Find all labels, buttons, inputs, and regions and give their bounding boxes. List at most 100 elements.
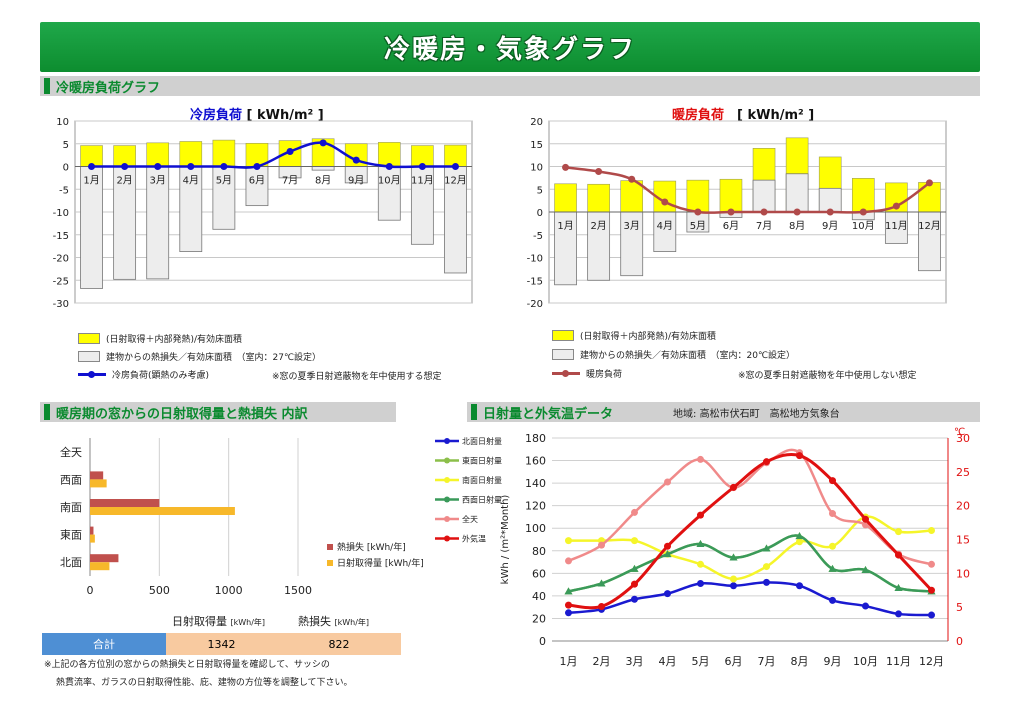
legend-label: 南面日射量 <box>462 475 502 485</box>
heating-load-point <box>727 208 735 216</box>
footnote-line-1: ※上記の各方位別の窓からの熱損失と日射取得量を確認して、サッシの <box>44 660 330 670</box>
series-point <box>829 542 836 550</box>
y-tick-label: 180 <box>525 432 546 445</box>
totals-table: 合計 1342 822 <box>42 633 401 655</box>
loss-bar <box>818 187 842 213</box>
x-tick-label: 1月 <box>560 655 578 668</box>
series-point <box>565 557 572 565</box>
section-title-load: 冷暖房負荷グラフ <box>56 80 161 96</box>
heating-unit: [ kWh/m² ] <box>737 108 815 123</box>
gain-bar <box>90 507 235 515</box>
section-header-load: 冷暖房負荷グラフ <box>40 76 980 96</box>
cooling-load-point <box>385 163 393 170</box>
legend-label: 全天 <box>462 514 478 524</box>
y-tick-label: -30 <box>53 299 69 310</box>
heating-chart: -20 -15 -10 -5 0 5 10 15 20 1月 2月 3月 4月 5月 6月 7月 8月 9月 10月… <box>527 117 947 310</box>
footnote-line-2: 熱貫流率、ガラスの日射取得性能、庇、建物の方位等を調整して下さい。 <box>56 678 353 688</box>
series-point <box>829 510 836 518</box>
y-tick-label: -25 <box>53 276 69 287</box>
y-tick-label: 10 <box>530 163 543 174</box>
cooling-load-point <box>253 163 261 170</box>
y-tick-label: 20 <box>532 612 546 625</box>
series-point <box>630 564 639 572</box>
heating-load-point <box>892 202 900 210</box>
loss-bar <box>311 166 335 171</box>
gain-bar <box>179 141 203 167</box>
y-tick-label: 0 <box>539 635 546 648</box>
series-point <box>928 586 935 594</box>
loss-bar <box>90 471 104 480</box>
heating-legend-line: 暖房負荷 <box>552 367 622 380</box>
heating-load-point <box>859 208 867 216</box>
legend-label: 北面日射量 <box>462 436 502 446</box>
x-tick-label: 3月 <box>626 655 644 668</box>
x-tick-label: 8月 <box>315 175 331 187</box>
gain-bar <box>719 178 743 213</box>
heating-legend-gain-label: (日射取得＋内部発熱)/有効床面積 <box>580 332 717 342</box>
loss-bar <box>90 554 119 563</box>
category-label: 全天 <box>60 445 82 459</box>
y-tick-label: 20 <box>530 117 543 128</box>
y2-tick-label: 0 <box>956 635 963 648</box>
legend-marker <box>444 457 450 464</box>
loss-bar <box>752 179 776 213</box>
y2-tick-label: 10 <box>956 567 970 580</box>
loss-header-label: 熱損失 <box>298 615 331 628</box>
x-tick-label: 10月 <box>378 175 401 187</box>
category-label: 南面 <box>60 501 82 514</box>
series-point <box>862 515 869 523</box>
x-tick-label: 9月 <box>824 655 842 668</box>
series-point <box>597 579 606 587</box>
series-point <box>598 602 605 610</box>
x-tick-label: 6月 <box>725 655 743 668</box>
y-tick-label: -15 <box>527 276 543 287</box>
cooling-legend-loss: 建物からの熱損失／有効床面積 （室内：27℃設定） <box>78 350 321 363</box>
x-tick-label: 9月 <box>822 220 838 232</box>
y2-tick-label: 5 <box>956 601 963 614</box>
series-point <box>598 541 605 549</box>
heating-legend-loss: 建物からの熱損失／有効床面積 （室内：20℃設定） <box>552 348 795 361</box>
cooling-load-point <box>319 139 327 147</box>
section-title-window: 暖房期の窓からの日射取得量と熱損失 内訳 <box>56 406 308 422</box>
x-tick-label: 7月 <box>756 220 772 232</box>
gain-bar <box>587 183 610 213</box>
x-tick-label: 1000 <box>215 584 243 597</box>
series-point <box>664 542 671 550</box>
x-tick-label: 9月 <box>348 175 364 187</box>
legend-label: 東面日射量 <box>462 456 502 466</box>
legend-label: 日射取得量 [kWh/年] <box>337 557 424 569</box>
series-point <box>631 595 638 603</box>
heating-load-point <box>595 168 603 176</box>
x-tick-label: 10月 <box>852 220 875 232</box>
heating-chart-title: 暖房負荷 [ kWh/m² ] <box>672 104 814 123</box>
heating-load-point <box>661 198 669 206</box>
series-point <box>565 609 572 617</box>
heating-load-point <box>760 208 768 216</box>
series-point <box>762 544 771 552</box>
cooling-legend-loss-label: 建物からの熱損失／有効床面積 （室内：27℃設定） <box>106 353 322 363</box>
cooling-title: 冷房負荷 <box>190 108 243 123</box>
x-tick-label: 500 <box>149 584 170 597</box>
heating-load-point <box>925 179 933 187</box>
x-tick-label: 4月 <box>183 175 199 187</box>
series-point <box>697 560 704 568</box>
series-point <box>564 587 573 595</box>
cooling-load-point <box>88 163 96 170</box>
category-label: 東面 <box>60 529 82 542</box>
totals-row: 合計 1342 822 <box>42 633 401 655</box>
x-tick-label: 2月 <box>590 220 606 232</box>
y-tick-label: -5 <box>533 231 543 242</box>
loss-bar <box>90 499 160 507</box>
y-tick-label: -10 <box>53 208 69 219</box>
heating-load-point <box>826 208 834 216</box>
series-point <box>829 596 836 604</box>
y2-unit-label: ℃ <box>954 427 965 438</box>
cooling-legend-line: 冷房負荷(顕熱のみ考慮) <box>78 368 209 381</box>
y-tick-label: -15 <box>53 231 69 242</box>
cooling-chart: -30 -25 -20 -15 -10 -5 0 5 10 1月 2月 3月 4月 5月 6月 7月 8月 9月 1… <box>53 117 473 310</box>
series-point <box>928 526 935 534</box>
gain-bar <box>554 183 577 213</box>
legend-marker <box>444 438 450 444</box>
cooling-note: ※窓の夏季日射遮蔽物を年中使用する想定 <box>272 372 442 382</box>
series-point <box>862 602 869 610</box>
